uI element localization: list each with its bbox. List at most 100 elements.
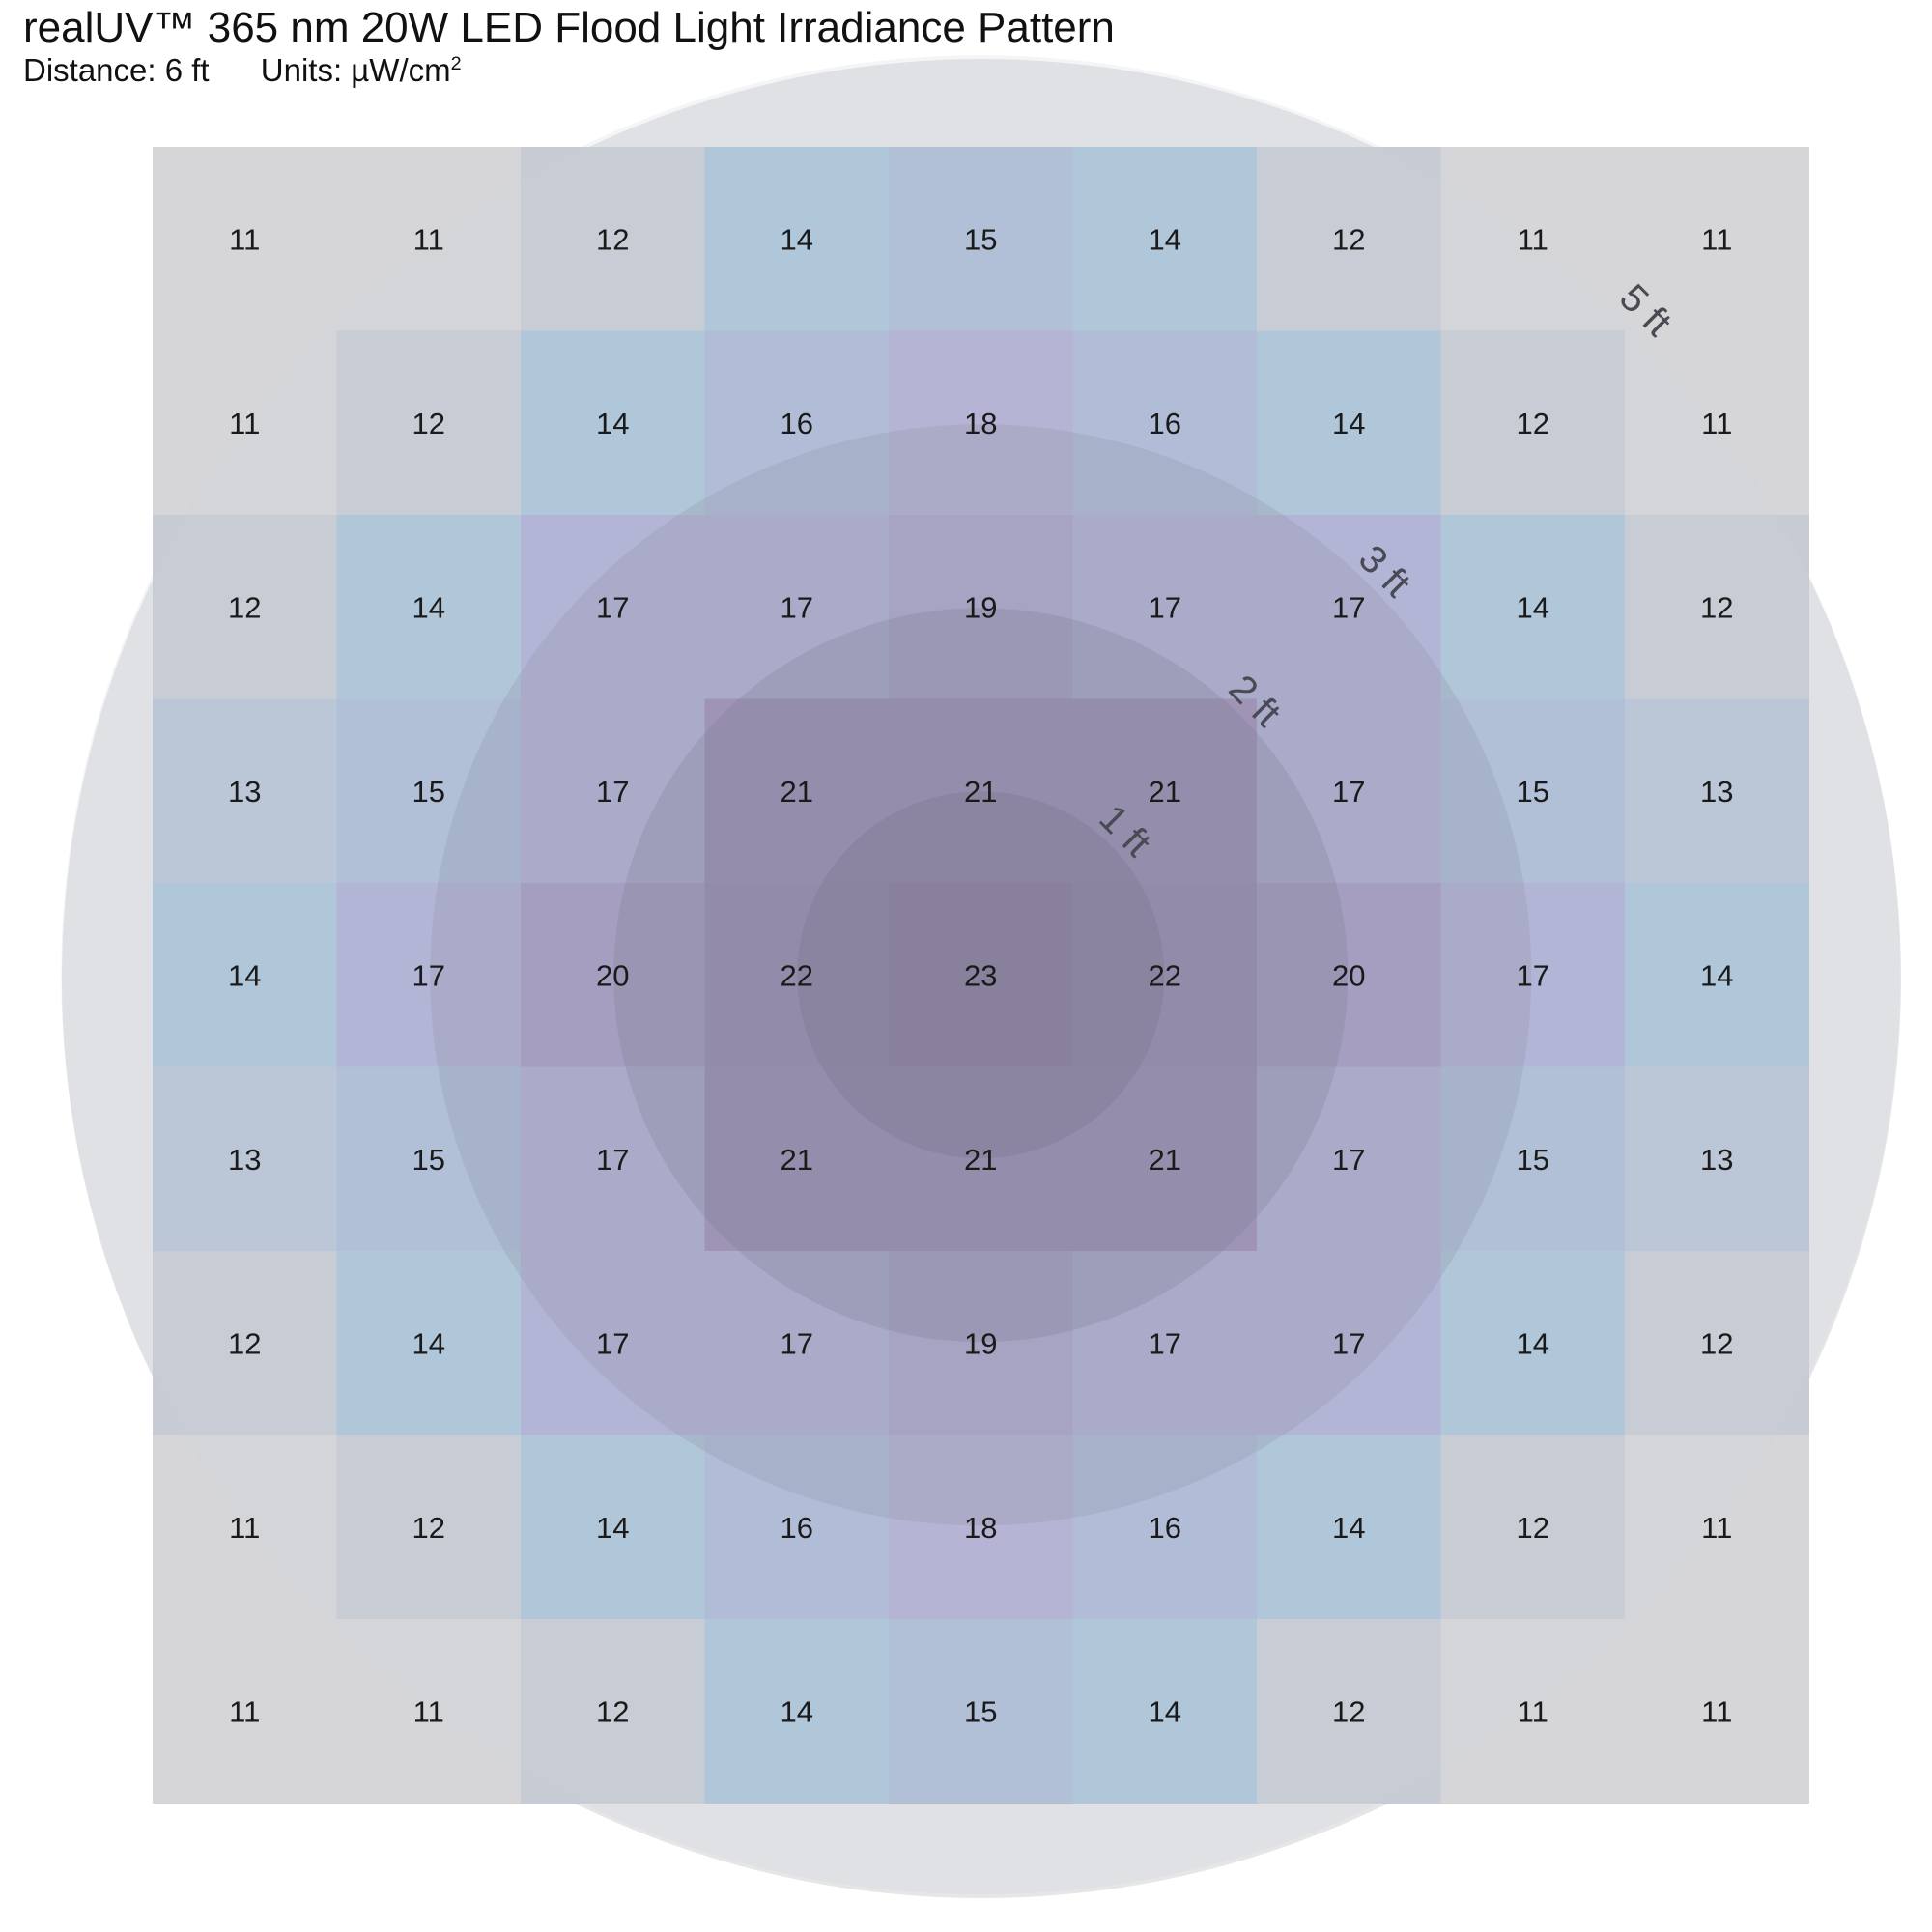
- heatmap-value-r0-c3: 14: [781, 222, 813, 256]
- heatmap-value-r2-c2: 17: [596, 590, 629, 624]
- heatmap-value-r1-c6: 14: [1332, 407, 1365, 440]
- heatmap-value-r0-c2: 12: [596, 222, 629, 256]
- heatmap-value-r0-c5: 14: [1149, 222, 1181, 256]
- heatmap-cell-r0-c4: [889, 147, 1073, 331]
- heatmap-value-r6-c0: 12: [228, 1326, 261, 1360]
- heatmap-cell-r1-c5: [1072, 330, 1258, 516]
- heatmap-cell-r8-c1: [336, 1619, 522, 1804]
- heatmap-value-r5-c1: 15: [412, 1143, 445, 1177]
- heatmap-cell-r4-c4: [889, 883, 1073, 1067]
- heatmap-cell-r1-c6: [1257, 330, 1441, 516]
- heatmap-cell-r4-c5: [1072, 883, 1258, 1067]
- heatmap-cell-r4-c1: [336, 883, 522, 1067]
- heatmap-cell-r0-c6: [1257, 147, 1441, 331]
- heatmap-value-r6-c7: 14: [1517, 1326, 1549, 1360]
- heatmap-cell-r0-c7: [1440, 147, 1626, 331]
- heatmap-cell-r2-c2: [521, 515, 705, 699]
- heatmap-cell-r7-c0: [153, 1435, 337, 1620]
- heatmap-value-r3-c4: 21: [964, 775, 997, 809]
- heatmap-value-r1-c7: 12: [1517, 407, 1549, 440]
- heatmap-cell-r0-c2: [521, 147, 705, 331]
- heatmap-cell-r6-c6: [1257, 1251, 1441, 1435]
- heatmap-cell-r8-c8: [1625, 1619, 1809, 1804]
- heatmap-value-r8-c2: 12: [596, 1694, 629, 1728]
- heatmap-value-r3-c2: 17: [596, 775, 629, 809]
- heatmap-cell-r0-c3: [704, 147, 890, 331]
- heatmap-value-r5-c4: 21: [964, 1143, 997, 1177]
- heatmap-cell-r8-c0: [153, 1619, 337, 1804]
- heatmap-cell-r1-c7: [1440, 330, 1626, 516]
- ring-1ft: [797, 791, 1165, 1159]
- heatmap-cell-r3-c3: [704, 698, 890, 884]
- heatmap-cell-r6-c3: [704, 1251, 890, 1435]
- heatmap-value-r6-c8: 12: [1700, 1326, 1733, 1360]
- ring-5ft: [61, 55, 1901, 1895]
- heatmap-value-r1-c4: 18: [964, 407, 997, 440]
- heatmap-value-r1-c8: 11: [1701, 407, 1732, 440]
- heatmap-cell-r1-c1: [336, 330, 522, 516]
- heatmap-cell-r3-c2: [521, 698, 705, 884]
- heatmap-value-r4-c0: 14: [228, 958, 261, 992]
- heatmap-value-r2-c1: 14: [412, 590, 445, 624]
- heatmap-cell-r8-c6: [1257, 1619, 1441, 1804]
- heatmap-cell-r0-c1: [336, 147, 522, 331]
- heatmap-value-r3-c7: 15: [1517, 775, 1549, 809]
- heatmap-value-r4-c6: 20: [1332, 958, 1365, 992]
- heatmap-value-r8-c6: 12: [1332, 1694, 1365, 1728]
- heatmap-cell-r1-c8: [1625, 330, 1809, 516]
- heatmap-value-r3-c5: 21: [1149, 775, 1181, 809]
- heatmap-value-r7-c6: 14: [1332, 1511, 1365, 1545]
- heatmap-cell-r7-c2: [521, 1435, 705, 1620]
- heatmap-cell-r3-c6: [1257, 698, 1441, 884]
- units-label: Units: µW/cm2: [261, 52, 462, 89]
- heatmap-cell-r3-c7: [1440, 698, 1626, 884]
- heatmap-cell-r7-c6: [1257, 1435, 1441, 1620]
- units-superscript: 2: [450, 53, 462, 74]
- heatmap-value-r0-c6: 12: [1332, 222, 1365, 256]
- heatmap-value-r0-c8: 11: [1701, 222, 1732, 256]
- heatmap-value-r7-c5: 16: [1149, 1511, 1181, 1545]
- heatmap-cell-r3-c8: [1625, 698, 1809, 884]
- heatmap-value-r1-c3: 16: [781, 407, 813, 440]
- heatmap-cell-r6-c2: [521, 1251, 705, 1435]
- heatmap-value-r8-c4: 15: [964, 1694, 997, 1728]
- heatmap-cell-r5-c6: [1257, 1066, 1441, 1252]
- heatmap-value-r1-c0: 11: [229, 407, 260, 440]
- heatmap-value-r1-c2: 14: [596, 407, 629, 440]
- heatmap-value-r8-c5: 14: [1149, 1694, 1181, 1728]
- ring-2ft: [613, 608, 1349, 1343]
- heatmap-cell-r1-c3: [704, 330, 890, 516]
- heatmap-cell-r8-c7: [1440, 1619, 1626, 1804]
- heatmap-value-r4-c1: 17: [412, 958, 445, 992]
- heatmap-cell-r0-c0: [153, 147, 337, 331]
- heatmap-value-r5-c7: 15: [1517, 1143, 1549, 1177]
- heatmap-value-r6-c5: 17: [1149, 1326, 1181, 1360]
- heatmap-value-r4-c8: 14: [1700, 958, 1733, 992]
- heatmap-value-r1-c5: 16: [1149, 407, 1181, 440]
- heatmap-value-r8-c8: 11: [1701, 1694, 1732, 1728]
- heatmap-cell-r7-c3: [704, 1435, 890, 1620]
- heatmap-cell-r8-c2: [521, 1619, 705, 1804]
- heatmap-cell-r8-c5: [1072, 1619, 1258, 1804]
- heatmap-value-r7-c2: 14: [596, 1511, 629, 1545]
- heatmap-cell-r5-c1: [336, 1066, 522, 1252]
- ring-3ft: [430, 424, 1532, 1526]
- heatmap-cell-r4-c2: [521, 883, 705, 1067]
- heatmap-cell-r2-c4: [889, 515, 1073, 699]
- heatmap-cell-r4-c3: [704, 883, 890, 1067]
- heatmap-value-r2-c0: 12: [228, 590, 261, 624]
- heatmap-cell-r2-c8: [1625, 515, 1809, 699]
- distance-rings: [61, 55, 1901, 1895]
- heatmap-value-r4-c7: 17: [1517, 958, 1549, 992]
- heatmap-cell-r2-c7: [1440, 515, 1626, 699]
- heatmap-value-r5-c6: 17: [1332, 1143, 1365, 1177]
- heatmap-cell-r3-c0: [153, 698, 337, 884]
- heatmap-value-r7-c1: 12: [412, 1511, 445, 1545]
- heatmap-value-r0-c4: 15: [964, 222, 997, 256]
- heatmap-value-r3-c8: 13: [1700, 775, 1733, 809]
- heatmap-cell-r5-c2: [521, 1066, 705, 1252]
- heatmap-cell-r6-c5: [1072, 1251, 1258, 1435]
- heatmap-cell-r8-c3: [704, 1619, 890, 1804]
- heatmap-value-r5-c8: 13: [1700, 1143, 1733, 1177]
- heatmap-cell-r7-c7: [1440, 1435, 1626, 1620]
